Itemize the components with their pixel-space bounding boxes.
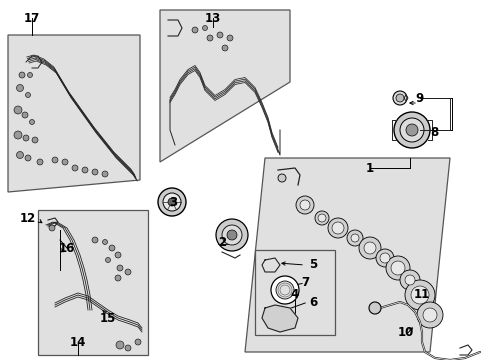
- Circle shape: [270, 276, 298, 304]
- Circle shape: [206, 35, 213, 41]
- Circle shape: [299, 200, 309, 210]
- Circle shape: [368, 302, 380, 314]
- Circle shape: [392, 91, 406, 105]
- Text: 6: 6: [308, 296, 317, 309]
- Circle shape: [115, 252, 121, 258]
- Text: 14: 14: [70, 336, 86, 348]
- Circle shape: [363, 242, 375, 254]
- Circle shape: [222, 225, 242, 245]
- Polygon shape: [262, 305, 297, 332]
- Circle shape: [158, 188, 185, 216]
- Text: 7: 7: [300, 276, 308, 289]
- Circle shape: [346, 230, 362, 246]
- Circle shape: [295, 196, 313, 214]
- Circle shape: [395, 94, 403, 102]
- Circle shape: [102, 171, 108, 177]
- Circle shape: [32, 137, 38, 143]
- Circle shape: [399, 118, 423, 142]
- Circle shape: [115, 275, 121, 281]
- Text: 13: 13: [204, 12, 221, 24]
- Circle shape: [62, 159, 68, 165]
- Circle shape: [109, 245, 115, 251]
- Text: 2: 2: [218, 235, 225, 248]
- Text: 1: 1: [365, 162, 373, 175]
- Circle shape: [192, 27, 198, 33]
- Circle shape: [72, 165, 78, 171]
- Text: 11: 11: [413, 288, 429, 302]
- Circle shape: [314, 211, 328, 225]
- Circle shape: [19, 72, 25, 78]
- Circle shape: [105, 257, 110, 262]
- Circle shape: [422, 308, 436, 322]
- Circle shape: [27, 72, 32, 77]
- Circle shape: [117, 265, 123, 271]
- Circle shape: [275, 281, 293, 299]
- Polygon shape: [244, 158, 449, 352]
- Circle shape: [358, 237, 380, 259]
- Text: 17: 17: [24, 12, 40, 24]
- Circle shape: [25, 93, 30, 98]
- Text: 8: 8: [429, 126, 437, 139]
- Text: 16: 16: [59, 242, 75, 255]
- Circle shape: [49, 225, 55, 231]
- Circle shape: [14, 131, 22, 139]
- Circle shape: [17, 85, 23, 91]
- Circle shape: [375, 249, 393, 267]
- Circle shape: [14, 106, 22, 114]
- Circle shape: [25, 155, 31, 161]
- Circle shape: [416, 302, 442, 328]
- Circle shape: [226, 35, 232, 41]
- Circle shape: [202, 26, 207, 31]
- Text: 5: 5: [308, 258, 317, 271]
- Circle shape: [327, 218, 347, 238]
- Circle shape: [92, 169, 98, 175]
- Polygon shape: [38, 210, 148, 355]
- Circle shape: [17, 152, 23, 158]
- Circle shape: [404, 280, 434, 310]
- Circle shape: [331, 222, 343, 234]
- Circle shape: [217, 32, 223, 38]
- Circle shape: [116, 341, 124, 349]
- Circle shape: [23, 135, 29, 141]
- Text: 12: 12: [20, 212, 36, 225]
- Circle shape: [222, 45, 227, 51]
- Circle shape: [29, 120, 35, 125]
- Circle shape: [393, 112, 429, 148]
- Text: 10: 10: [397, 325, 413, 338]
- Circle shape: [410, 286, 428, 304]
- Circle shape: [125, 345, 131, 351]
- Text: 4: 4: [290, 288, 299, 302]
- Circle shape: [390, 261, 404, 275]
- Circle shape: [37, 159, 43, 165]
- Circle shape: [350, 234, 358, 242]
- Circle shape: [92, 237, 98, 243]
- Circle shape: [135, 339, 141, 345]
- Circle shape: [125, 269, 131, 275]
- Circle shape: [226, 230, 237, 240]
- Circle shape: [404, 275, 414, 285]
- Polygon shape: [160, 10, 289, 162]
- Circle shape: [102, 239, 107, 244]
- Circle shape: [168, 198, 176, 206]
- Circle shape: [22, 112, 28, 118]
- Text: 9: 9: [415, 91, 423, 104]
- Polygon shape: [8, 35, 140, 192]
- Circle shape: [379, 253, 389, 263]
- Circle shape: [278, 174, 285, 182]
- Polygon shape: [254, 250, 334, 335]
- Circle shape: [385, 256, 409, 280]
- Circle shape: [405, 124, 417, 136]
- Circle shape: [82, 167, 88, 173]
- Circle shape: [163, 193, 181, 211]
- Circle shape: [317, 214, 325, 222]
- Text: 3: 3: [168, 195, 177, 208]
- Text: 15: 15: [100, 311, 116, 324]
- Circle shape: [52, 157, 58, 163]
- Circle shape: [216, 219, 247, 251]
- Circle shape: [399, 270, 419, 290]
